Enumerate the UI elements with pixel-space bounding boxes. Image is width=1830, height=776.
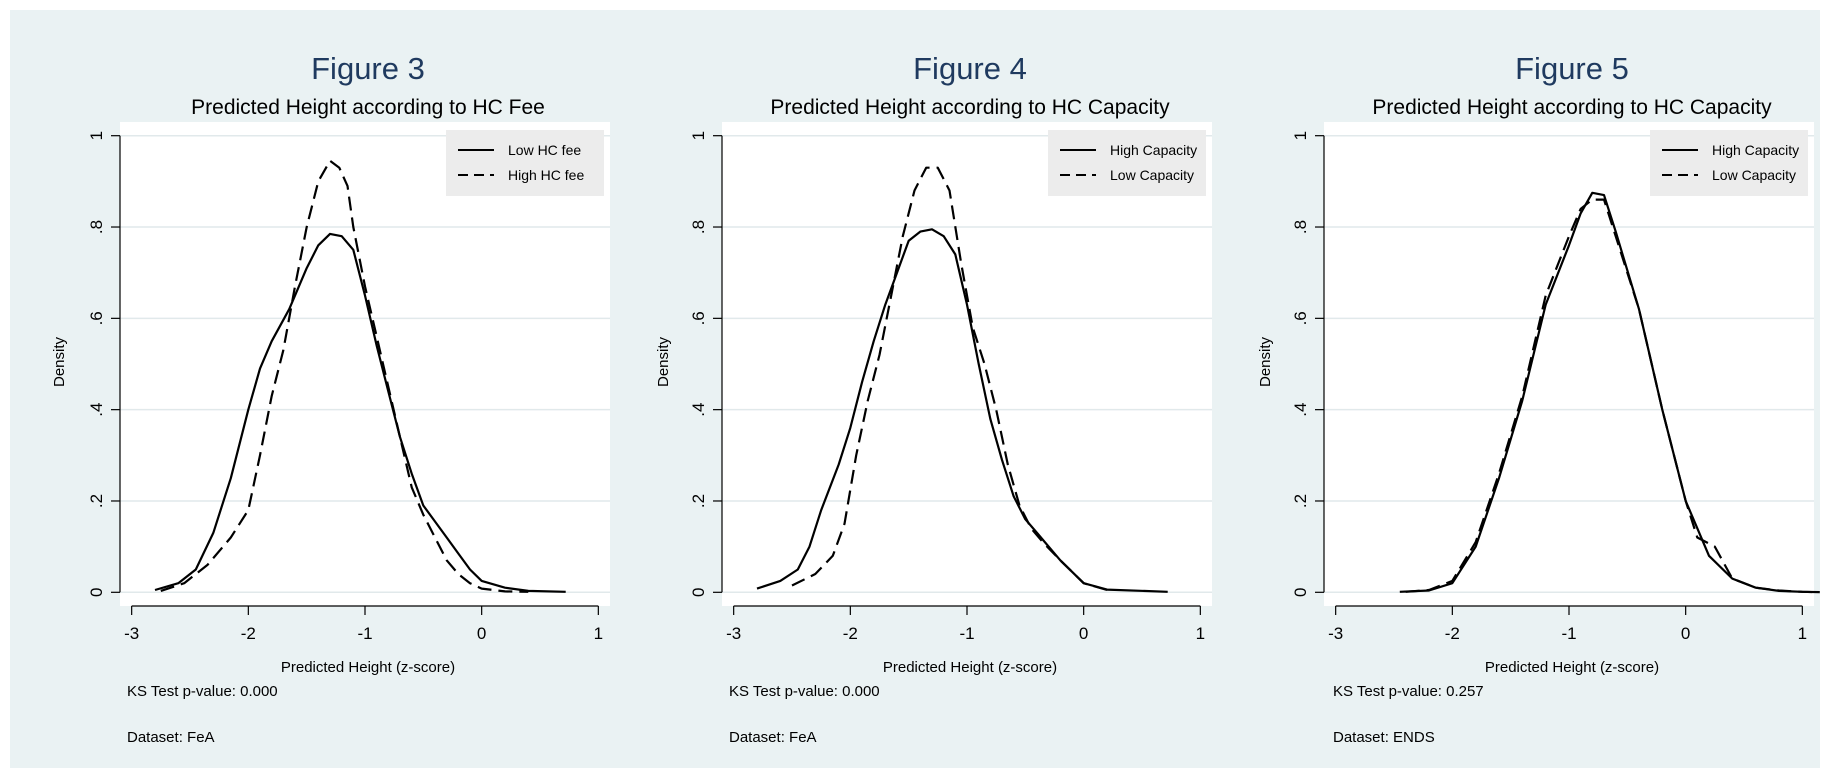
x-axis-label: Predicted Height (z-score) [1485,659,1659,676]
x-tick-label: -3 [726,624,741,643]
y-tick-label: .8 [87,220,106,234]
y-tick-label: .2 [689,494,708,508]
dataset-note: Dataset: ENDS [1333,729,1435,746]
legend-box [446,130,604,196]
legend-box [1048,130,1206,196]
x-axis-label: Predicted Height (z-score) [883,659,1057,676]
legend-box [1650,130,1808,196]
ks-test-note: KS Test p-value: 0.257 [1333,683,1484,700]
x-tick-label: 1 [594,624,603,643]
ks-test-note: KS Test p-value: 0.000 [729,683,880,700]
y-tick-label: 1 [87,131,106,140]
plot-area [120,122,610,606]
legend-label: Low HC fee [508,142,581,158]
plot-1: 0 .2 .4 .6 .8 1 -3 -2 -1 0 1 Low HC fee High HC fee [87,122,610,643]
density-line-dashed [791,166,1108,592]
x-axis-label: Predicted Height (z-score) [281,659,455,676]
x-tick-label: -1 [1561,624,1576,643]
legend-label: High HC fee [508,167,584,183]
x-tick-label: -2 [241,624,256,643]
y-tick-label: 1 [1291,131,1310,140]
y-tick-label: .6 [87,311,106,325]
y-tick-label: .6 [1291,311,1310,325]
figure-subtitle: Predicted Height according to HC Capacit… [1372,96,1772,119]
y-axis-label: Density [1257,336,1274,387]
density-line-dashed [160,159,529,593]
y-tick-label: 0 [1291,588,1310,597]
dataset-note: Dataset: FeA [729,729,817,746]
panel-figure-3: Figure 3 Predicted Height according to H… [51,51,545,746]
figure-title: Figure 5 [1515,51,1629,86]
legend-label: Low Capacity [1110,167,1194,183]
x-tick-label: -1 [959,624,974,643]
y-tick-label: .4 [1291,403,1310,417]
figure-subtitle: Predicted Height according to HC Fee [191,96,545,119]
y-axis-label: Density [655,336,672,387]
x-tick-label: 1 [1798,624,1807,643]
x-tick-label: -3 [1328,624,1343,643]
panel-figure-5: Figure 5 Predicted Height according to H… [1257,51,1772,746]
density-line-solid [756,228,1168,593]
legend-label: Low Capacity [1712,167,1796,183]
figure-title: Figure 4 [913,51,1027,86]
y-tick-label: .6 [689,311,708,325]
y-tick-label: .4 [689,403,708,417]
density-line-solid [154,232,566,593]
y-tick-label: 0 [87,588,106,597]
x-tick-label: 1 [1196,624,1205,643]
plot-3: 0 .2 .4 .6 .8 1 -3 -2 -1 0 1 High Capacity Low Capac… [1291,122,1820,643]
x-tick-label: -2 [1445,624,1460,643]
x-tick-label: -3 [124,624,139,643]
plot-area [1324,122,1814,606]
figure-title: Figure 3 [311,51,425,86]
plot-2: 0 .2 .4 .6 .8 1 -3 -2 -1 0 1 High Capacity Low Capac… [689,122,1212,643]
y-tick-label: .2 [87,494,106,508]
ks-test-note: KS Test p-value: 0.000 [127,683,278,700]
plot-area [722,122,1212,606]
density-line-dashed [1405,198,1815,594]
y-tick-label: .8 [1291,220,1310,234]
x-tick-label: 0 [1079,624,1088,643]
legend: Low HC fee High HC fee [446,130,604,196]
x-tick-label: 0 [477,624,486,643]
y-tick-label: 1 [689,131,708,140]
legend: High Capacity Low Capacity [1048,130,1206,196]
x-tick-label: -2 [843,624,858,643]
legend-label: High Capacity [1110,142,1197,158]
dataset-note: Dataset: FeA [127,729,215,746]
legend: High Capacity Low Capacity [1650,130,1808,196]
x-tick-label: 0 [1681,624,1690,643]
y-tick-label: .4 [87,403,106,417]
x-tick-label: -1 [357,624,372,643]
legend-label: High Capacity [1712,142,1799,158]
y-tick-label: .8 [689,220,708,234]
y-axis-label: Density [51,336,68,387]
y-tick-label: 0 [689,588,708,597]
y-tick-label: .2 [1291,494,1310,508]
panel-figure-4: Figure 4 Predicted Height according to H… [655,51,1170,746]
figure-subtitle: Predicted Height according to HC Capacit… [770,96,1170,119]
